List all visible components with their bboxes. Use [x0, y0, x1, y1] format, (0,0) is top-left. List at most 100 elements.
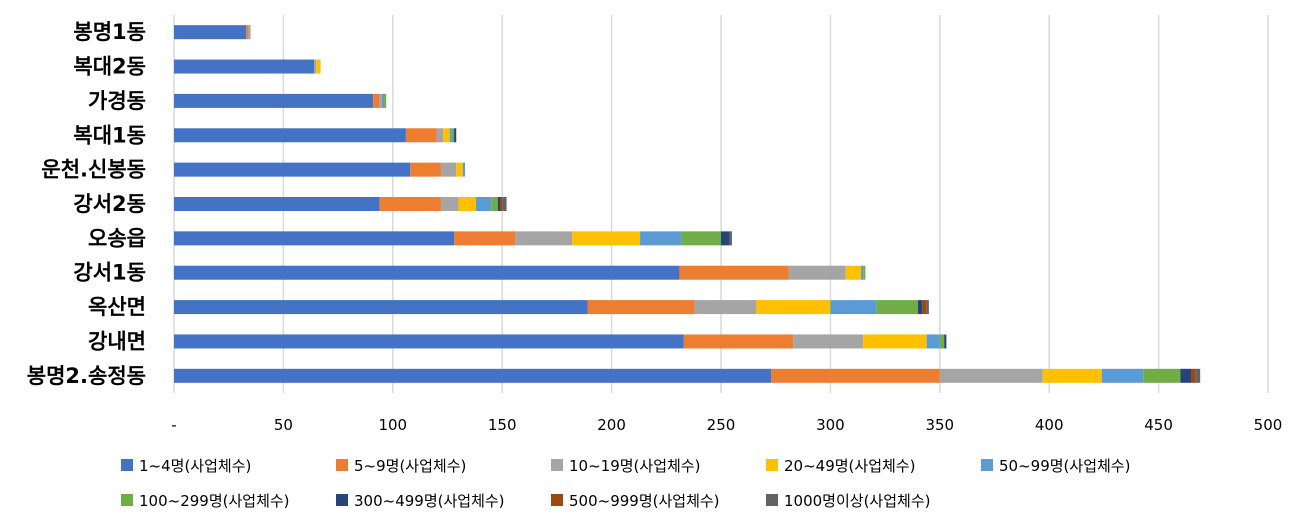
bar-segment	[683, 334, 794, 349]
category-label: 강내면	[88, 329, 146, 353]
bar-segment	[174, 300, 588, 315]
bar-segment	[174, 265, 680, 280]
bar-segment	[939, 334, 945, 349]
bar-segment	[926, 300, 929, 315]
legend: 1~4명(사업체수) 5~9명(사업체수) 10~19명(사업체수) 20~49명(사…	[121, 457, 1130, 510]
bar-segment	[373, 93, 380, 108]
gridlines	[173, 15, 1269, 393]
bar-segment	[410, 162, 441, 177]
bar-segment	[174, 231, 455, 246]
bar-segment	[861, 265, 864, 280]
bar-segment	[1191, 368, 1196, 383]
legend-swatch	[981, 459, 993, 471]
legend-label: 10~19명(사업체수)	[569, 457, 700, 475]
x-tick-label: -	[171, 416, 176, 434]
bar-segment	[587, 300, 695, 315]
bar-segment	[1101, 368, 1144, 383]
bar-segment	[456, 162, 463, 177]
bar-segment	[681, 231, 721, 246]
bar-segment	[863, 265, 866, 280]
bar-segment	[454, 128, 457, 143]
bar-segment	[756, 300, 831, 315]
category-label: 강서1동	[73, 261, 146, 285]
category-labels: 봉명1동복대2동가경동복대1동운천.신봉동강서2동오송읍강서1동옥산면강내면봉명…	[27, 20, 146, 388]
legend-swatch	[121, 494, 133, 506]
x-tick-label: 100	[378, 416, 407, 434]
bar-segment	[572, 231, 641, 246]
legend-label: 100~299명(사업체수)	[139, 492, 290, 510]
x-tick-label: 500	[1254, 416, 1283, 434]
bar-segment	[793, 334, 864, 349]
bar-segment	[926, 334, 940, 349]
legend-swatch	[766, 494, 778, 506]
category-label: 옥산면	[88, 295, 146, 319]
bar-segment	[491, 197, 498, 211]
legend-label: 1000명이상(사업체수)	[784, 492, 930, 510]
x-tick-label: 150	[488, 416, 517, 434]
bar-segment	[440, 197, 459, 211]
bar-segment	[497, 197, 501, 211]
x-tick-label: 450	[1144, 416, 1173, 434]
bar-segment	[458, 197, 476, 211]
category-label: 봉명2.송정동	[27, 364, 146, 388]
bar-segment	[939, 368, 1043, 383]
bar-segment	[917, 300, 923, 315]
bar-segment	[174, 368, 772, 383]
bar-segment	[384, 93, 387, 108]
bar-segment	[443, 128, 450, 143]
category-label: 복대2동	[73, 55, 146, 79]
bar-segment	[788, 265, 846, 280]
bar-segment	[381, 93, 385, 108]
bar-segment	[721, 231, 730, 246]
x-tick-labels: - 50 100 150 200 250 300 350 400 450 500	[171, 416, 1282, 434]
bar-segment	[771, 368, 940, 383]
x-tick-label: 250	[707, 416, 736, 434]
bar-segment	[845, 265, 862, 280]
bar-segment	[694, 300, 757, 315]
bar-segment	[246, 25, 249, 40]
category-label: 복대1동	[73, 123, 146, 147]
legend-label: 20~49명(사업체수)	[784, 457, 915, 475]
bar-segment	[174, 197, 380, 211]
bar-segment	[729, 231, 732, 246]
bar-segment	[922, 300, 927, 315]
bar-segment	[454, 231, 516, 246]
legend-label: 5~9명(사업체수)	[354, 457, 466, 475]
x-tick-label: 200	[597, 416, 626, 434]
bar-segment	[640, 231, 682, 246]
bar-segment	[436, 128, 444, 143]
bar-segment	[449, 128, 452, 143]
x-tick-label: 50	[274, 416, 293, 434]
x-tick-label: 400	[1035, 416, 1064, 434]
legend-swatch	[551, 494, 563, 506]
bar-segment	[830, 300, 877, 315]
bar-segment	[316, 59, 321, 74]
legend-label: 1~4명(사업체수)	[139, 457, 251, 475]
bar-segment	[174, 25, 247, 40]
bar-segment	[174, 59, 315, 74]
bar-segment	[502, 197, 507, 211]
category-label: 가경동	[88, 89, 146, 113]
bar-segment	[475, 197, 492, 211]
bar-segment	[405, 128, 437, 143]
legend-label: 500~999명(사업체수)	[569, 492, 720, 510]
bars	[174, 25, 1201, 383]
x-tick-label: 300	[816, 416, 845, 434]
bar-segment	[451, 128, 455, 143]
bar-segment	[944, 334, 947, 349]
bar-segment	[863, 334, 927, 349]
legend-swatch	[551, 459, 563, 471]
x-tick-label: 350	[925, 416, 954, 434]
bar-segment	[1195, 368, 1201, 383]
bar-segment	[1180, 368, 1192, 383]
bar-segment	[174, 93, 374, 108]
bar-segment	[440, 162, 457, 177]
bar-segment	[515, 231, 573, 246]
bar-segment	[379, 197, 441, 211]
category-label: 봉명1동	[73, 20, 146, 44]
legend-label: 50~99명(사업체수)	[999, 457, 1130, 475]
bar-segment	[500, 197, 503, 211]
bar-segment	[379, 93, 382, 108]
category-label: 강서2동	[73, 192, 146, 216]
